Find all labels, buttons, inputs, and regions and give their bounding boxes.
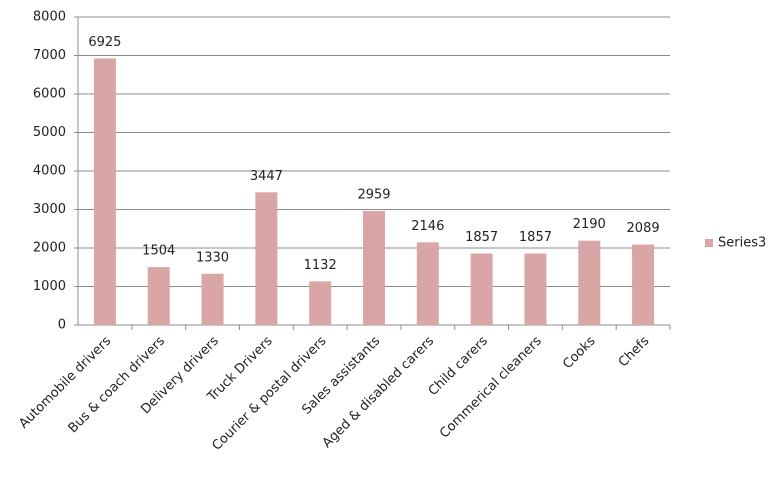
data-label: 2146 <box>411 219 444 234</box>
bar <box>309 281 332 325</box>
data-label: 1132 <box>304 258 337 273</box>
bar <box>470 253 493 325</box>
bar <box>147 267 170 325</box>
y-tick-label: 4000 <box>33 164 66 179</box>
x-tick-label: Aged & disabled carers <box>320 334 437 451</box>
y-tick-label: 8000 <box>33 10 66 25</box>
data-label: 1857 <box>519 230 552 245</box>
legend-swatch <box>705 239 713 247</box>
x-tick-label: Commerical cleaners <box>437 334 545 442</box>
bar <box>416 242 439 325</box>
y-tick-label: 0 <box>58 318 66 333</box>
data-label: 2190 <box>573 217 606 232</box>
data-label: 1857 <box>465 230 498 245</box>
bar <box>255 192 278 325</box>
y-tick-label: 1000 <box>33 279 66 294</box>
x-tick-label: Chefs <box>616 334 653 371</box>
bar <box>363 211 385 325</box>
y-tick-label: 7000 <box>33 48 66 63</box>
y-tick-label: 2000 <box>33 241 66 256</box>
bar <box>524 253 547 325</box>
data-label: 6925 <box>88 35 121 50</box>
data-label: 2959 <box>357 188 390 203</box>
data-label: 2089 <box>627 221 660 236</box>
bar <box>93 58 116 325</box>
bar <box>632 244 655 325</box>
x-tick-label: Cooks <box>560 334 599 373</box>
y-tick-label: 6000 <box>33 87 66 102</box>
data-label: 1504 <box>142 244 175 259</box>
y-tick-label: 5000 <box>33 125 66 140</box>
x-tick-label: Bus & coach drivers <box>66 334 169 437</box>
bar <box>201 273 224 325</box>
legend-label: Series3 <box>718 236 766 251</box>
data-label: 1330 <box>196 250 229 265</box>
y-tick-label: 3000 <box>33 202 66 217</box>
data-label: 3447 <box>250 169 283 184</box>
bar <box>578 240 601 325</box>
x-tick-label: Automobile drivers <box>16 334 114 432</box>
